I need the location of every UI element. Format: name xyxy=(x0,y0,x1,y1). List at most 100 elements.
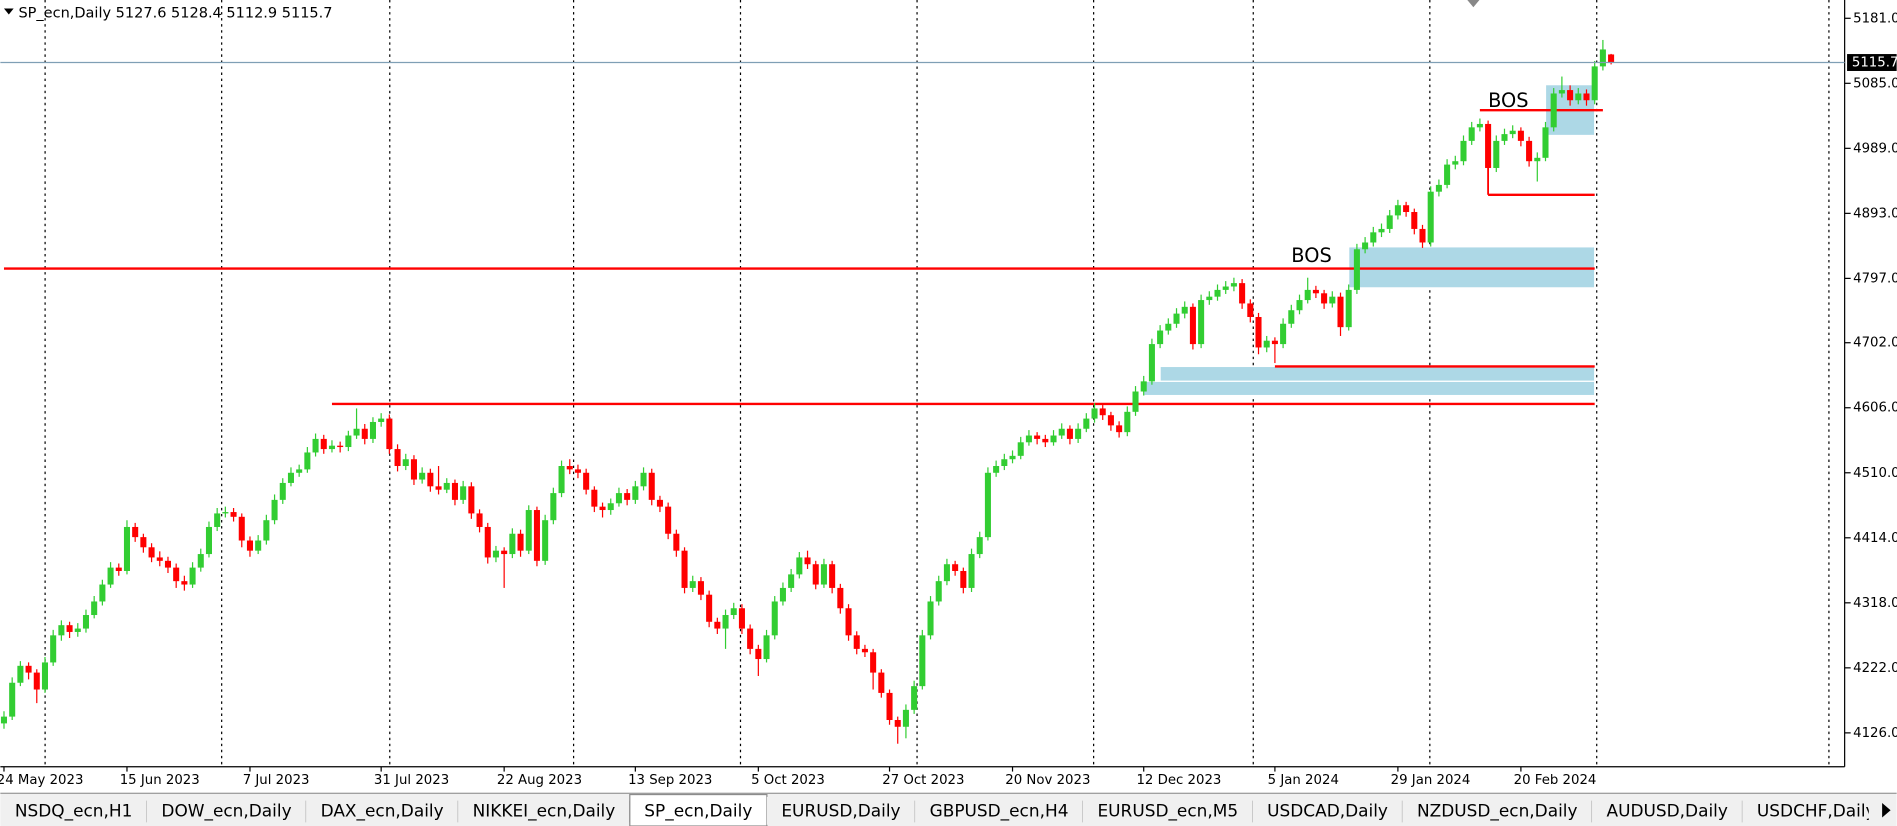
candle-body xyxy=(1206,296,1213,301)
candle-body xyxy=(1329,296,1336,304)
candle-body xyxy=(0,716,8,724)
tab[interactable] xyxy=(1252,796,1403,825)
tab[interactable] xyxy=(629,793,768,826)
candle-body xyxy=(50,635,57,663)
candle-body xyxy=(902,709,909,727)
candle-body xyxy=(419,472,426,480)
candle-body xyxy=(1321,293,1328,304)
high: 5128.4 xyxy=(171,5,222,21)
tab-label[interactable]: DOW_ecn,Daily xyxy=(161,800,291,821)
tab[interactable] xyxy=(1742,796,1890,825)
candle-body xyxy=(222,512,229,514)
candle-body xyxy=(1468,127,1475,141)
tab[interactable] xyxy=(1082,796,1253,825)
tab[interactable] xyxy=(146,796,307,825)
x-tick-label: 7 Jul 2023 xyxy=(243,773,310,788)
tab-label[interactable]: USDCAD,Daily xyxy=(1267,800,1388,820)
tab[interactable] xyxy=(915,796,1083,825)
candle-body xyxy=(435,486,442,490)
tab-label[interactable]: EURUSD,Daily xyxy=(781,800,900,820)
candle-body xyxy=(386,418,393,450)
candle-body xyxy=(714,621,721,629)
candle-body xyxy=(943,564,950,582)
candle-body xyxy=(82,615,90,629)
candle-body xyxy=(706,594,713,622)
candle-body xyxy=(189,567,196,585)
candle-body xyxy=(673,533,680,551)
candle-body xyxy=(320,438,327,450)
tab-label[interactable]: DAX_ecn,Daily xyxy=(321,800,444,821)
annotation: BOS xyxy=(1488,89,1528,112)
candle-body xyxy=(255,540,262,551)
tab-label[interactable]: NZDUSD_ecn,Daily xyxy=(1417,800,1578,821)
candle-body xyxy=(525,510,532,551)
y-tick-label: 4989.0 xyxy=(1853,141,1897,156)
y-tick-label: 4797.0 xyxy=(1853,271,1897,286)
candle-body xyxy=(1370,232,1377,243)
candle-body xyxy=(829,564,836,588)
candle-body xyxy=(1608,54,1615,63)
tab[interactable] xyxy=(306,796,459,825)
candle-body xyxy=(1558,90,1565,94)
tab[interactable] xyxy=(1592,796,1743,825)
tab-label[interactable]: NSDQ_ecn,H1 xyxy=(15,800,133,821)
candle-body xyxy=(25,665,32,673)
candle-body xyxy=(1567,90,1574,101)
tab-label[interactable]: GBPUSD_ecn,H4 xyxy=(930,800,1069,821)
candle-body xyxy=(1107,415,1114,426)
tab-label[interactable]: SP_ecn,Daily xyxy=(644,800,752,821)
tab-label[interactable]: NIKKEI_ecn,Daily xyxy=(473,800,616,821)
candle-body xyxy=(853,635,860,649)
candle-body xyxy=(738,608,745,629)
candle-body xyxy=(697,581,704,595)
candle-body xyxy=(681,550,688,588)
candle-body xyxy=(427,472,434,487)
candle-body xyxy=(1345,289,1352,328)
candles xyxy=(0,39,1615,744)
candle-body xyxy=(148,547,155,558)
candle-body xyxy=(1386,215,1393,229)
candle-body xyxy=(132,526,139,538)
candle-body xyxy=(205,526,212,555)
candle-body xyxy=(820,564,827,585)
candle-body xyxy=(1296,300,1303,311)
candle-body xyxy=(1083,418,1090,429)
candle-body xyxy=(730,608,737,616)
tab-label[interactable]: USDCHF,Daily xyxy=(1757,800,1876,820)
candle-body xyxy=(402,459,409,467)
tab[interactable] xyxy=(0,796,147,825)
x-tick-label: 13 Sep 2023 xyxy=(628,773,712,788)
drawings: BOS BOS xyxy=(3,84,1603,406)
candle-body xyxy=(1394,205,1401,216)
candle-body xyxy=(1485,123,1492,168)
candle-body xyxy=(304,452,311,470)
candle-body xyxy=(861,648,868,653)
tab-label[interactable]: EURUSD_ecn,M5 xyxy=(1097,800,1238,821)
candle-body xyxy=(1362,242,1369,250)
candle-body xyxy=(74,628,81,632)
candle-body xyxy=(689,581,696,588)
tab[interactable] xyxy=(766,796,916,825)
candle-body xyxy=(1001,459,1008,467)
candle-body xyxy=(41,662,49,690)
x-tick-label: 15 Jun 2023 xyxy=(120,773,200,788)
candle-body xyxy=(1271,340,1278,345)
candle-body xyxy=(1534,157,1541,162)
x-tick-label: 24 May 2023 xyxy=(0,773,83,788)
candle-body xyxy=(1599,49,1606,67)
header-arrow[interactable] xyxy=(3,8,14,15)
tab-scroll-right[interactable] xyxy=(1882,803,1891,818)
candle-body xyxy=(1181,306,1188,314)
candle-body xyxy=(968,554,975,588)
tab[interactable] xyxy=(458,796,630,825)
candle-body xyxy=(214,513,221,527)
candle-body xyxy=(1247,303,1254,317)
tab-label[interactable]: AUDUSD,Daily xyxy=(1607,800,1728,820)
candle-body xyxy=(607,503,614,511)
candle-body xyxy=(722,615,729,629)
candle-body xyxy=(1066,428,1073,439)
tab[interactable] xyxy=(1402,796,1593,825)
candle-body xyxy=(1517,130,1524,141)
y-tick-label: 4606.0 xyxy=(1853,401,1897,416)
